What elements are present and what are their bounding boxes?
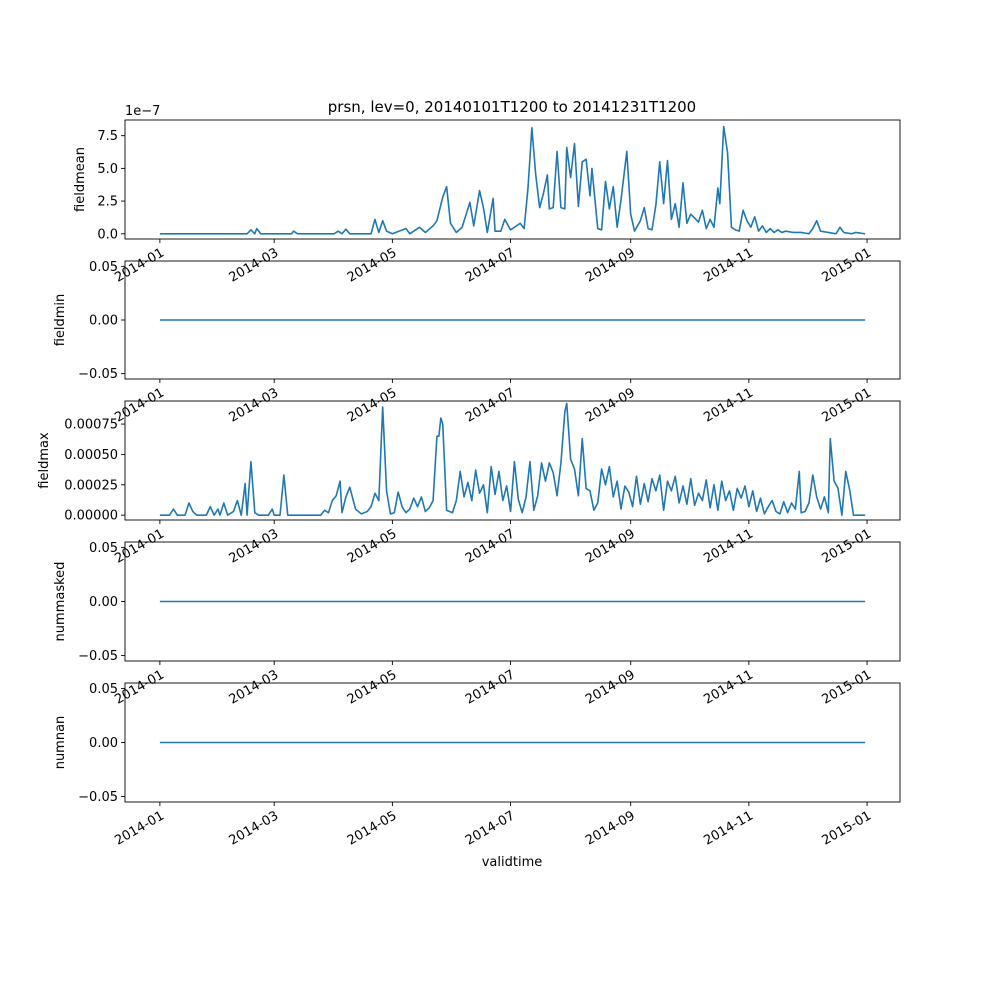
x-axis-label: validtime: [482, 855, 543, 870]
nummasked-x-tick-label: 2014-03: [227, 667, 282, 707]
fieldmax-x-tick-label: 2014-07: [463, 526, 518, 566]
numnan-y-tick-label: 0.00: [89, 736, 118, 751]
fieldmean-x-tick-label: 2014-01: [112, 245, 167, 285]
fieldmax-series-line: [159, 402, 866, 516]
fieldmin-y-tick-label: −0.05: [78, 367, 118, 382]
numnan-x-tick-label: 2014-07: [463, 808, 518, 848]
numnan-x-tick-label: 2014-01: [112, 808, 167, 848]
fieldmean-x-tick-label: 2014-05: [345, 245, 400, 285]
numnan-x-tick-label: 2014-09: [583, 808, 638, 848]
numnan-x-tick-label: 2015-01: [820, 808, 875, 848]
fieldmax-x-tick-label: 2014-09: [583, 526, 638, 566]
fieldmax-y-tick-label: 0.00050: [64, 448, 118, 463]
nummasked-x-tick-label: 2014-05: [345, 667, 400, 707]
chart-title: prsn, lev=0, 20140101T1200 to 20141231T1…: [328, 98, 696, 116]
nummasked-y-tick-label: 0.00: [89, 595, 118, 610]
numnan-x-tick-label: 2014-11: [701, 808, 756, 848]
fieldmean-series-line: [159, 125, 866, 235]
subplot-fieldmean: 0.0 2.5 5.0 7.5 fieldmean 1e−7 2014-01 2014-03 2…: [73, 104, 901, 286]
fieldmax-x-tick-label: 2014-05: [345, 526, 400, 566]
fieldmean-axes-frame: [124, 119, 901, 240]
nummasked-y-tick-label: −0.05: [78, 649, 118, 664]
fieldmin-x-tick-label: 2014-03: [227, 385, 282, 425]
fieldmean-x-tick-label: 2014-11: [701, 245, 756, 285]
fieldmean-y-tick-label: 5.0: [97, 162, 118, 177]
numnan-y-tick-label: −0.05: [78, 790, 118, 805]
fieldmax-y-axis-label: fieldmax: [37, 432, 52, 489]
fieldmin-y-axis-label: fieldmin: [53, 294, 68, 347]
fieldmax-axes-frame: [124, 400, 901, 521]
nummasked-x-tick-label: 2014-07: [463, 667, 518, 707]
fieldmin-y-tick-label: 0.00: [89, 314, 118, 329]
fieldmax-y-tick-label: 0.00075: [64, 418, 118, 433]
fieldmin-x-tick-label: 2014-11: [701, 385, 756, 425]
fieldmin-x-tick-label: 2014-07: [463, 385, 518, 425]
subplot-numnan: −0.05 0.00 0.05 numnan 2014-01 2014-03 2014-05…: [53, 682, 901, 849]
fieldmin-y-tick-label: 0.05: [89, 260, 118, 275]
fieldmax-x-tick-label: 2014-03: [227, 526, 282, 566]
fieldmax-x-tick-label: 2014-11: [701, 526, 756, 566]
fieldmean-y-tick-label: 2.5: [97, 195, 118, 210]
numnan-y-axis-label: numnan: [53, 716, 68, 770]
fieldmax-y-tick-label: 0.00000: [64, 509, 118, 524]
nummasked-y-tick-label: 0.05: [89, 541, 118, 556]
nummasked-x-tick-label: 2014-09: [583, 667, 638, 707]
fieldmin-x-tick-label: 2014-05: [345, 385, 400, 425]
numnan-x-tick-label: 2014-03: [227, 808, 282, 848]
fieldmin-x-tick-label: 2014-09: [583, 385, 638, 425]
fieldmin-x-tick-label: 2015-01: [820, 385, 875, 425]
numnan-x-tick-label: 2014-05: [345, 808, 400, 848]
nummasked-x-tick-label: 2014-01: [112, 667, 167, 707]
fieldmean-y-axis-label: fieldmean: [73, 147, 88, 212]
nummasked-y-axis-label: nummasked: [53, 562, 68, 642]
fieldmean-x-tick-label: 2014-09: [583, 245, 638, 285]
fieldmax-x-tick-label: 2014-01: [112, 526, 167, 566]
fieldmean-y-tick-label: 7.5: [97, 129, 118, 144]
fieldmax-y-tick-label: 0.00025: [64, 478, 118, 493]
fieldmin-x-tick-label: 2014-01: [112, 385, 167, 425]
fieldmax-x-tick-label: 2015-01: [820, 526, 875, 566]
nummasked-x-tick-label: 2015-01: [820, 667, 875, 707]
fieldmean-x-tick-label: 2014-03: [227, 245, 282, 285]
nummasked-x-tick-label: 2014-11: [701, 667, 756, 707]
fieldmean-offset-text: 1e−7: [125, 104, 160, 119]
fieldmean-x-tick-label: 2014-07: [463, 245, 518, 285]
fieldmean-x-tick-label: 2015-01: [820, 245, 875, 285]
numnan-y-tick-label: 0.05: [89, 682, 118, 697]
fieldmean-y-tick-label: 0.0: [97, 227, 118, 242]
